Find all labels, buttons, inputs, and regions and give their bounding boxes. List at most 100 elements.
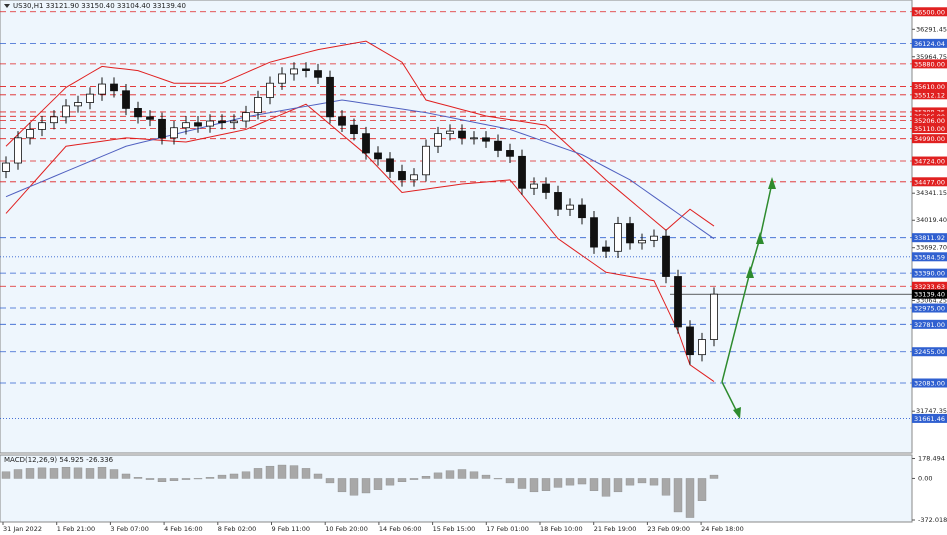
macd-bar: [205, 477, 215, 479]
macd-bar: [469, 471, 479, 479]
macd-bar: [97, 467, 107, 479]
level-label: 32975.00: [914, 305, 945, 313]
macd-bar: [685, 478, 695, 518]
x-tick-label: 1 Feb 21:00: [57, 525, 96, 533]
macd-tick-label: 0.00: [918, 474, 932, 482]
candle-body: [518, 155, 526, 189]
candle-body: [710, 293, 718, 340]
level-tag: [912, 413, 947, 423]
level-label: 34477.00: [914, 178, 945, 186]
plot-layer: 36291.45 35964.75 34341.15 34019.40 33692.70…: [0, 7, 947, 533]
macd-bar: [229, 473, 239, 479]
macd-label: MACD(12,26,9) 54.925 -26.336: [4, 456, 114, 464]
candle-body: [62, 105, 70, 118]
macd-bar: [181, 478, 191, 480]
candle-body: [290, 68, 298, 75]
macd-bar: [121, 473, 131, 479]
candle-body: [338, 116, 346, 126]
macd-bar: [61, 467, 71, 479]
macd-bar: [253, 468, 263, 479]
candle-body: [458, 130, 466, 139]
candle-body: [494, 140, 502, 151]
y-tick-label: 33064.25: [916, 297, 947, 305]
forecast-arrow: [721, 381, 739, 415]
x-tick-label: 21 Feb 19:00: [594, 525, 637, 533]
level-label: 33139.40: [914, 291, 945, 299]
chart-title: US30,H1 33121.90 33150.40 33104.40 33139…: [13, 2, 186, 10]
level-label: 35110.00: [914, 125, 945, 133]
candle-body: [482, 137, 490, 142]
level-tag: [912, 252, 947, 262]
level-label: 34990.00: [914, 135, 945, 143]
macd-bar: [37, 467, 47, 479]
symbol-menu-icon[interactable]: [4, 4, 10, 8]
arrow-head: [768, 177, 776, 189]
macd-pane: [0, 454, 913, 523]
level-tag: [912, 38, 947, 48]
level-tag: [912, 177, 947, 187]
x-tick-label: 9 Feb 11:00: [272, 525, 311, 533]
candle-body: [698, 339, 706, 356]
macd-bar: [613, 478, 623, 493]
candle-body: [614, 223, 622, 252]
level-tag: [912, 319, 947, 329]
y-tick-label: 34019.40: [916, 216, 947, 224]
x-tick-label: 15 Feb 15:00: [433, 525, 476, 533]
macd-bar: [505, 478, 515, 484]
indicator-line: [5, 40, 715, 231]
candle-body: [410, 174, 418, 181]
macd-bar: [145, 478, 155, 480]
macd-bar: [457, 469, 467, 479]
candle-body: [386, 158, 394, 172]
macd-bar: [349, 478, 359, 496]
x-tick-label: 17 Feb 01:00: [486, 525, 529, 533]
level-label: 31661.46: [914, 415, 945, 423]
candle-body: [650, 235, 658, 241]
forecast-arrow: [721, 182, 773, 383]
candle-body: [434, 133, 442, 147]
macd-bar: [169, 478, 179, 481]
candle-body: [110, 83, 118, 92]
candle-body: [278, 73, 286, 84]
macd-bar: [301, 468, 311, 479]
candle-body: [506, 150, 514, 157]
macd-bar: [49, 468, 59, 479]
macd-bar: [241, 471, 251, 479]
level-label: 33811.92: [914, 234, 945, 242]
arrow-head: [756, 232, 764, 244]
candle-body: [362, 133, 370, 154]
arrow-head: [733, 407, 741, 419]
macd-bar: [313, 473, 323, 479]
level-tag: [912, 289, 947, 299]
x-tick-label: 4 Feb 16:00: [164, 525, 203, 533]
macd-bar: [637, 478, 647, 484]
macd-bar: [385, 478, 395, 486]
candle-body: [254, 97, 262, 114]
indicator-line: [5, 103, 715, 382]
level-tag: [912, 134, 947, 144]
macd-bar: [445, 470, 455, 479]
macd-bar: [661, 478, 671, 496]
macd-bar: [73, 467, 83, 479]
macd-bar: [193, 478, 203, 480]
macd-bar: [373, 478, 383, 490]
macd-bar: [433, 472, 443, 479]
level-tag: [912, 303, 947, 313]
macd-bar: [673, 478, 683, 513]
macd-bar: [337, 478, 347, 493]
candle-body: [398, 171, 406, 181]
candle-body: [38, 122, 46, 130]
level-label: 32455.00: [914, 348, 945, 356]
y-tick-label: 34341.15: [916, 189, 947, 197]
candle-body: [374, 152, 382, 160]
level-tag: [912, 90, 947, 100]
macd-bar: [133, 477, 143, 479]
macd-bar: [589, 478, 599, 491]
price-pane: [0, 0, 913, 454]
level-tag: [912, 7, 947, 17]
candle-body: [590, 217, 598, 248]
level-tag: [912, 82, 947, 92]
level-label: 33233.63: [914, 283, 945, 291]
candle-body: [470, 137, 478, 140]
